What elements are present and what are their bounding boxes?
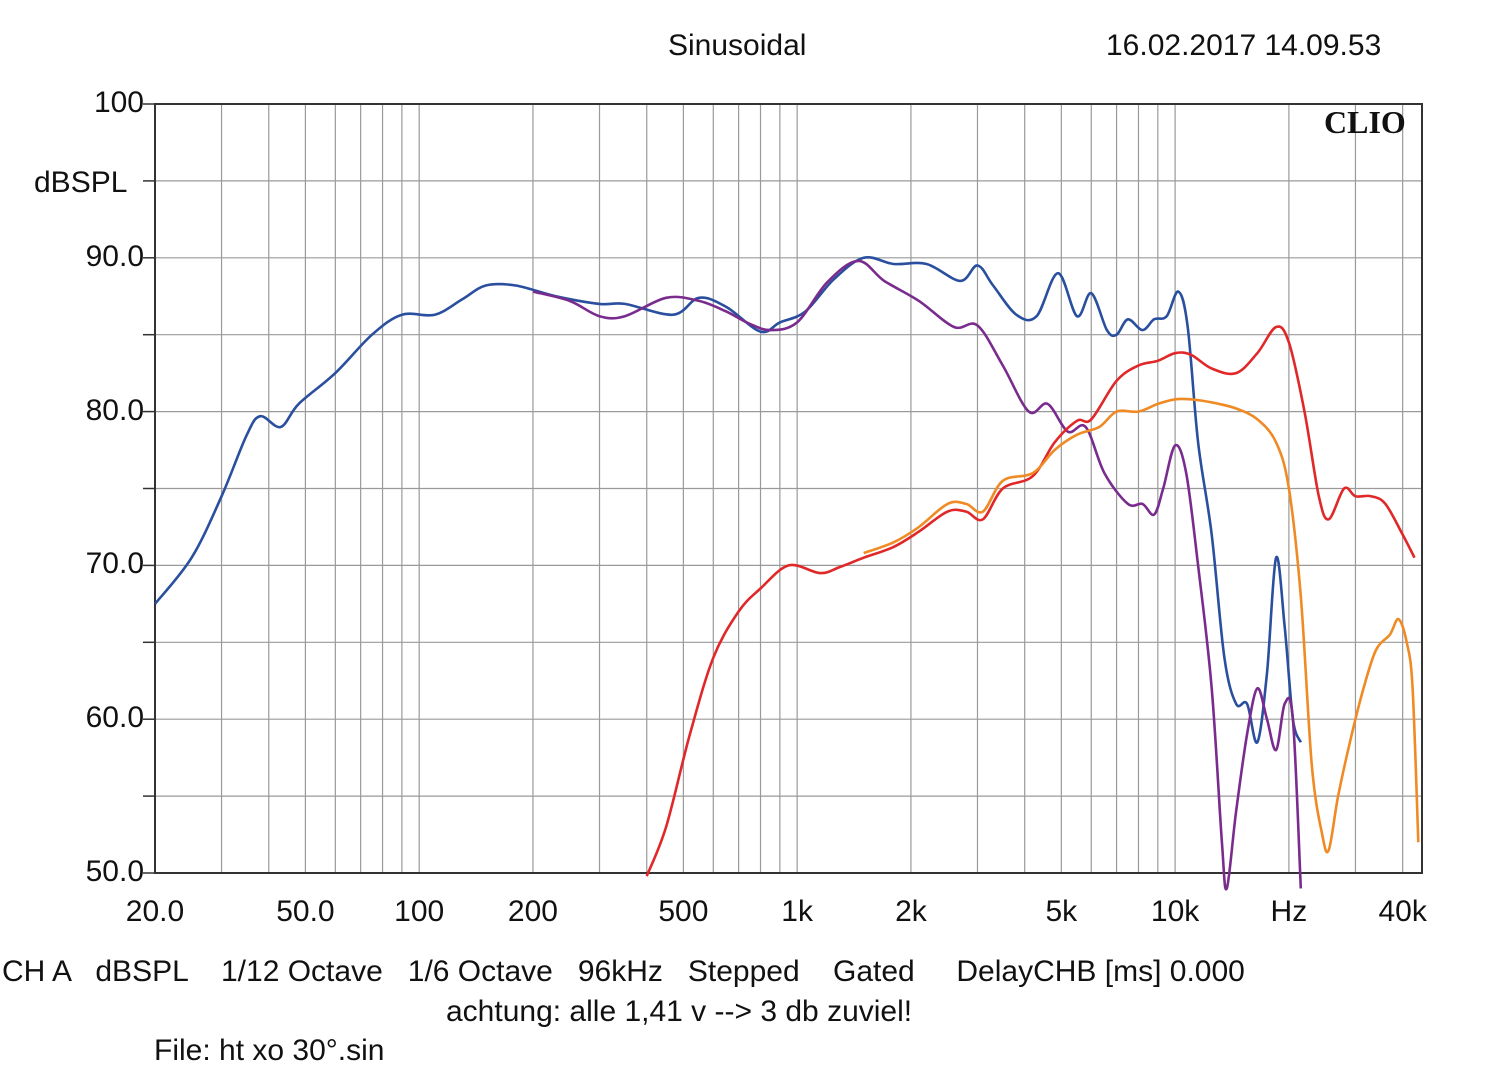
y-axis-label: dBSPL (34, 166, 128, 199)
series-line-1 (153, 255, 1303, 744)
series-line-3 (645, 325, 1416, 877)
brand-logo: CLIO (1324, 104, 1406, 140)
x-tick-label: 500 (658, 895, 709, 928)
x-tick-label: 100 (394, 895, 445, 928)
x-tick-label: 200 (507, 895, 558, 928)
note-line: achtung: alle 1,41 v --> 3 db zuviel! (446, 995, 913, 1028)
x-tick-label: 20.0 (125, 895, 185, 928)
y-tick-label: 80.0 (85, 393, 144, 427)
y-tick-label: 50.0 (85, 855, 144, 888)
series-line-2 (532, 259, 1303, 891)
plot-frame (154, 103, 1423, 874)
y-tick-label: 90.0 (85, 239, 144, 273)
y-tick-label: 100 (93, 86, 144, 119)
file-name: File: ht xo 30°.sin (154, 1034, 385, 1067)
chart-title: Sinusoidal (668, 29, 807, 62)
y-tick-label: 60.0 (85, 701, 144, 735)
x-tick-label: Hz (1270, 895, 1308, 928)
series-layer (153, 255, 1420, 891)
timestamp: 16.02.2017 14.09.53 (1106, 29, 1382, 62)
settings-line: CH A dBSPL 1/12 Octave 1/6 Octave 96kHz … (2, 955, 1245, 988)
y-tick-label: 70.0 (85, 547, 144, 581)
grid-lines (143, 103, 1422, 874)
x-tick-label: 50.0 (276, 895, 335, 928)
x-tick-label: 5k (1045, 895, 1078, 928)
x-tick-label: 10k (1150, 895, 1200, 928)
x-tick-label: 2k (895, 895, 927, 928)
x-tick-label: 40k (1378, 895, 1427, 928)
x-tick-label: 1k (781, 895, 813, 928)
series-line-4 (863, 397, 1420, 854)
